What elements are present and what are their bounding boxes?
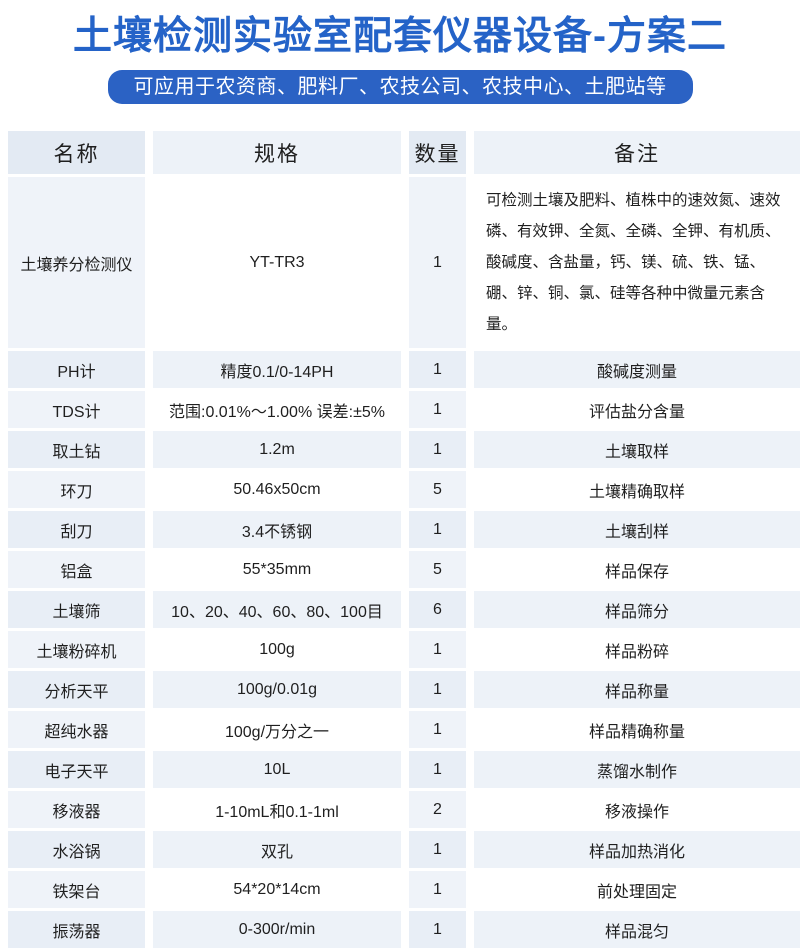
cell-qty: 1 — [409, 631, 466, 668]
cell-spec: 50.46x50cm — [153, 471, 401, 508]
cell-qty: 1 — [409, 871, 466, 908]
column-header-note: 备注 — [474, 131, 800, 174]
cell-name: 土壤粉碎机 — [8, 631, 145, 668]
cell-note: 样品保存 — [474, 551, 800, 588]
cell-spec: 1-10mL和0.1-1ml — [153, 791, 401, 828]
cell-note: 土壤刮样 — [474, 511, 800, 548]
cell-qty: 1 — [409, 431, 466, 468]
cell-qty: 1 — [409, 831, 466, 868]
table-body: 土壤养分检测仪 YT-TR3 1 可检测土壤及肥料、植株中的速效氮、速效磷、有效… — [8, 177, 800, 948]
cell-note: 样品粉碎 — [474, 631, 800, 668]
column-header-name: 名称 — [8, 131, 145, 174]
subtitle-container: 可应用于农资商、肥料厂、农技公司、农技中心、土肥站等 — [0, 70, 800, 104]
cell-qty: 1 — [409, 711, 466, 748]
table-row: 铝盒 55*35mm 5 样品保存 — [8, 551, 800, 588]
cell-note: 蒸馏水制作 — [474, 751, 800, 788]
table-row: 超纯水器 100g/万分之一 1 样品精确称量 — [8, 711, 800, 748]
cell-name: 分析天平 — [8, 671, 145, 708]
cell-name: 环刀 — [8, 471, 145, 508]
table-row: 取土钻 1.2m 1 土壤取样 — [8, 431, 800, 468]
table-row: 铁架台 54*20*14cm 1 前处理固定 — [8, 871, 800, 908]
cell-name: 电子天平 — [8, 751, 145, 788]
cell-note: 评估盐分含量 — [474, 391, 800, 428]
cell-name: 铝盒 — [8, 551, 145, 588]
column-header-qty: 数量 — [409, 131, 466, 174]
table-row: 土壤养分检测仪 YT-TR3 1 可检测土壤及肥料、植株中的速效氮、速效磷、有效… — [8, 177, 800, 348]
cell-spec: 100g/0.01g — [153, 671, 401, 708]
cell-spec: 0-300r/min — [153, 911, 401, 948]
cell-note: 前处理固定 — [474, 871, 800, 908]
cell-name: 土壤筛 — [8, 591, 145, 628]
equipment-table: 名称 规格 数量 备注 土壤养分检测仪 YT-TR3 1 可检测土壤及肥料、植株… — [8, 131, 800, 948]
table-row: 电子天平 10L 1 蒸馏水制作 — [8, 751, 800, 788]
cell-spec: 范围:0.01%～1.00% 误差:±5% — [153, 391, 401, 428]
cell-qty: 1 — [409, 671, 466, 708]
table-row: 刮刀 3.4不锈钢 1 土壤刮样 — [8, 511, 800, 548]
cell-qty: 1 — [409, 911, 466, 948]
cell-spec: 54*20*14cm — [153, 871, 401, 908]
cell-name: 取土钻 — [8, 431, 145, 468]
cell-note: 酸碱度测量 — [474, 351, 800, 388]
subtitle-pill: 可应用于农资商、肥料厂、农技公司、农技中心、土肥站等 — [107, 70, 693, 104]
cell-note: 样品称量 — [474, 671, 800, 708]
cell-spec: 100g/万分之一 — [153, 711, 401, 748]
table-row: 土壤粉碎机 100g 1 样品粉碎 — [8, 631, 800, 668]
cell-qty: 1 — [409, 177, 466, 348]
cell-note: 样品混匀 — [474, 911, 800, 948]
table-header-row: 名称 规格 数量 备注 — [8, 131, 800, 174]
cell-note: 样品精确称量 — [474, 711, 800, 748]
cell-qty: 1 — [409, 391, 466, 428]
cell-qty: 2 — [409, 791, 466, 828]
table-row: 移液器 1-10mL和0.1-1ml 2 移液操作 — [8, 791, 800, 828]
cell-spec: 1.2m — [153, 431, 401, 468]
cell-spec: 双孔 — [153, 831, 401, 868]
cell-spec: 3.4不锈钢 — [153, 511, 401, 548]
cell-qty: 1 — [409, 511, 466, 548]
cell-qty: 5 — [409, 551, 466, 588]
column-header-spec: 规格 — [153, 131, 401, 174]
cell-note: 土壤取样 — [474, 431, 800, 468]
table-row: 振荡器 0-300r/min 1 样品混匀 — [8, 911, 800, 948]
cell-qty: 5 — [409, 471, 466, 508]
cell-spec: 精度0.1/0-14PH — [153, 351, 401, 388]
table-row: TDS计 范围:0.01%～1.00% 误差:±5% 1 评估盐分含量 — [8, 391, 800, 428]
cell-name: 振荡器 — [8, 911, 145, 948]
cell-note: 土壤精确取样 — [474, 471, 800, 508]
table-row: 土壤筛 10、20、40、60、80、100目 6 样品筛分 — [8, 591, 800, 628]
table-row: 分析天平 100g/0.01g 1 样品称量 — [8, 671, 800, 708]
table-row: 环刀 50.46x50cm 5 土壤精确取样 — [8, 471, 800, 508]
cell-spec: 100g — [153, 631, 401, 668]
cell-name: 土壤养分检测仪 — [8, 177, 145, 348]
cell-spec: 10L — [153, 751, 401, 788]
cell-name: 超纯水器 — [8, 711, 145, 748]
cell-name: 刮刀 — [8, 511, 145, 548]
table-row: PH计 精度0.1/0-14PH 1 酸碱度测量 — [8, 351, 800, 388]
cell-name: 铁架台 — [8, 871, 145, 908]
cell-note: 样品筛分 — [474, 591, 800, 628]
cell-note: 样品加热消化 — [474, 831, 800, 868]
cell-spec: YT-TR3 — [153, 177, 401, 348]
cell-note: 移液操作 — [474, 791, 800, 828]
cell-name: PH计 — [8, 351, 145, 388]
cell-name: TDS计 — [8, 391, 145, 428]
table-row: 水浴锅 双孔 1 样品加热消化 — [8, 831, 800, 868]
page-title: 土壤检测实验室配套仪器设备-方案二 — [73, 15, 727, 58]
cell-qty: 1 — [409, 351, 466, 388]
cell-spec: 10、20、40、60、80、100目 — [153, 591, 401, 628]
cell-name: 水浴锅 — [8, 831, 145, 868]
cell-spec: 55*35mm — [153, 551, 401, 588]
cell-qty: 6 — [409, 591, 466, 628]
cell-note: 可检测土壤及肥料、植株中的速效氮、速效磷、有效钾、全氮、全磷、全钾、有机质、酸碱… — [474, 177, 800, 348]
cell-qty: 1 — [409, 751, 466, 788]
cell-name: 移液器 — [8, 791, 145, 828]
